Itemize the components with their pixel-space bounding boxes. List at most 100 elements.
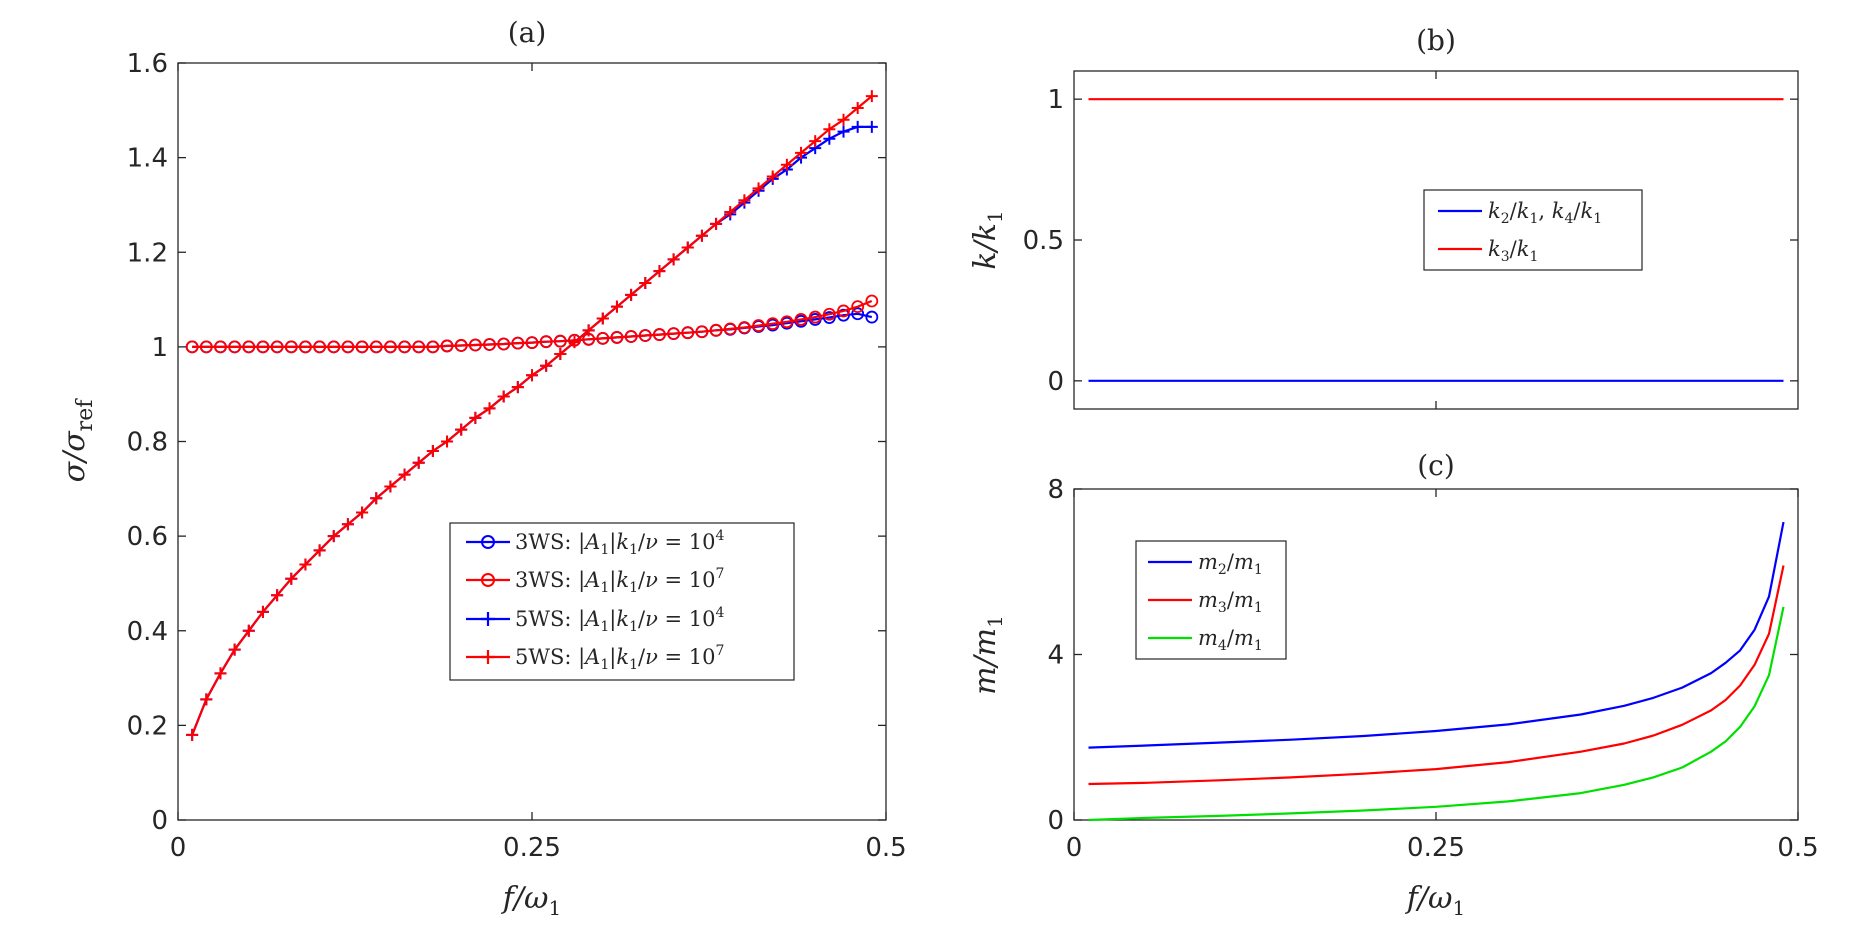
legend-label: k3/k1 <box>1488 237 1538 265</box>
series-line <box>1088 606 1785 822</box>
data-point <box>738 194 751 207</box>
legend-marker-circle <box>481 573 495 587</box>
legend-entry-5ws-1e4: 5WS: |A1|k1/ν = 104 <box>466 605 725 635</box>
data-point <box>468 338 482 352</box>
legend-entry-3ws-1e7: 3WS: |A1|k1/ν = 107 <box>466 566 724 596</box>
legend-entry-k3: k3/k1 <box>1438 237 1538 265</box>
panel-a-ylabel: σ/σref <box>57 398 98 483</box>
legend-marker-circle <box>481 535 495 549</box>
legend-label: m4/m1 <box>1198 626 1263 654</box>
y-tick-label: 0.5 <box>1023 226 1064 256</box>
data-point <box>695 229 708 242</box>
legend-label: k2/k1, k4/k1 <box>1488 199 1602 227</box>
legend-entry-k2-k4: k2/k1, k4/k1 <box>1438 199 1602 227</box>
data-point <box>228 340 242 354</box>
data-point <box>596 312 609 325</box>
panel-b-legend: k2/k1, k4/k1 k3/k1 <box>1423 189 1643 271</box>
data-point <box>837 125 850 138</box>
y-tick-label: 1 <box>1047 85 1064 115</box>
data-point <box>412 340 426 354</box>
data-point <box>822 307 836 321</box>
y-tick-label: 8 <box>1047 475 1064 505</box>
data-point <box>525 336 539 350</box>
legend-entry-3ws-1e4: 3WS: |A1|k1/ν = 104 <box>466 528 725 558</box>
y-tick: 4 <box>1047 641 1798 671</box>
y-tick-label: 1.4 <box>127 144 168 174</box>
x-tick: 0 <box>1066 489 1082 863</box>
data-point <box>299 340 312 354</box>
data-point <box>695 325 709 339</box>
y-tick: 8 <box>1047 475 1798 505</box>
y-tick-label: 1.6 <box>127 49 168 79</box>
data-point <box>214 667 227 680</box>
x-tick: 0.25 <box>1407 489 1465 863</box>
series-line <box>192 299 873 348</box>
data-point <box>837 304 850 318</box>
data-point <box>653 328 666 341</box>
panel-c-ylabel: m/m1 <box>968 615 1007 695</box>
series-line <box>1088 565 1785 786</box>
data-point <box>511 381 524 394</box>
data-point <box>526 369 538 382</box>
legend-marker-plus <box>481 612 495 626</box>
series-0-1 <box>185 294 879 354</box>
data-point <box>199 340 213 354</box>
legend-entry-5ws-1e7: 5WS: |A1|k1/ν = 107 <box>466 643 724 673</box>
legend-entry-m4: m4/m1 <box>1148 626 1263 654</box>
data-point <box>667 327 680 341</box>
panel-a-plot-area <box>185 90 879 741</box>
data-point <box>313 340 327 354</box>
panel-b-legend-box <box>1423 189 1643 271</box>
data-point <box>256 605 269 618</box>
y-tick: 1 <box>151 333 886 363</box>
data-point <box>497 390 510 403</box>
y-tick-label: 1.2 <box>127 238 168 268</box>
data-point <box>441 435 454 448</box>
legend-label: 5WS: |A1|k1/ν = 107 <box>515 643 724 673</box>
y-tick-label: 0.2 <box>127 711 168 741</box>
data-point <box>341 340 355 354</box>
data-point <box>780 315 794 329</box>
series-2-1 <box>1088 565 1785 786</box>
data-point <box>851 307 865 321</box>
data-point <box>398 340 411 354</box>
data-point <box>242 624 255 637</box>
data-point <box>270 340 284 354</box>
data-point <box>681 326 695 340</box>
y-tick: 0 <box>1047 367 1798 397</box>
data-point <box>398 468 411 481</box>
panel-a-xlabel: f/ω1 <box>501 881 561 920</box>
data-point <box>412 456 425 469</box>
data-point <box>256 340 270 354</box>
panel-a: (a) 0 0.2 0.4 0.6 0.8 1 1.2 1.4 1.6 0 0.25 0.5 σ/σr… <box>57 16 907 920</box>
data-point <box>299 558 312 571</box>
data-point <box>355 340 369 354</box>
data-point <box>752 319 765 332</box>
y-tick: 0.5 <box>1023 226 1798 256</box>
legend-label: 5WS: |A1|k1/ν = 104 <box>515 605 725 635</box>
y-tick: 1 <box>1047 85 1798 115</box>
data-point <box>369 340 383 354</box>
y-tick: 1.4 <box>127 144 886 174</box>
data-point <box>837 113 850 126</box>
data-point <box>497 337 511 351</box>
panel-a-ticks: 0 0.2 0.4 0.6 0.8 1 1.2 1.4 1.6 0 0.25 0.5 <box>127 49 907 863</box>
y-tick-label: 0.6 <box>127 522 168 552</box>
data-point <box>511 336 525 350</box>
x-tick-label: 0 <box>170 833 187 863</box>
panel-c: (c) 0 4 8 0 0.25 0.5 m/m1 f/ω1 m2/m1 m3/m1 m4… <box>968 449 1819 920</box>
x-tick-label: 0.5 <box>1777 833 1818 863</box>
data-point <box>596 331 610 345</box>
panel-b-ticks: 00.51 <box>1023 71 1798 409</box>
data-point <box>426 444 439 457</box>
data-point <box>752 182 765 195</box>
data-point <box>808 310 822 324</box>
x-tick-label: 0.25 <box>1407 833 1465 863</box>
panel-a-axes-box <box>177 62 887 821</box>
panel-b-plot-area <box>1088 98 1784 382</box>
data-point <box>794 313 808 326</box>
data-point <box>553 334 567 348</box>
data-point <box>681 241 694 254</box>
y-tick: 0.4 <box>127 617 886 647</box>
